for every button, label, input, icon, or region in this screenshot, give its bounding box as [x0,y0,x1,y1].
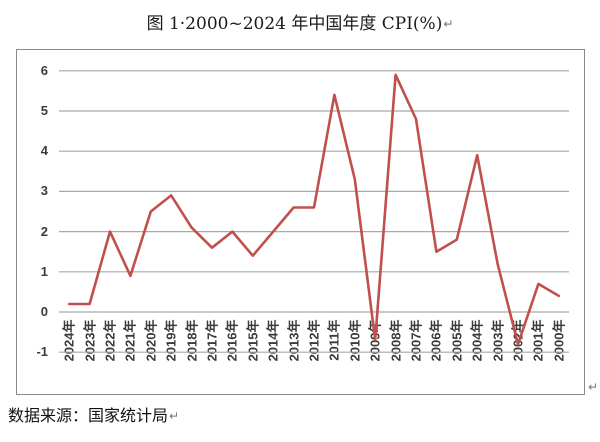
y-tick-label: 4 [40,143,48,159]
y-tick-label: -1 [36,344,48,360]
y-tick-label: 3 [40,183,48,199]
chart-canvas [59,70,569,353]
y-tick-label: 1 [40,263,48,279]
paragraph-mark-icon: ↵ [443,17,454,31]
source-note: 数据来源：国家统计局↵ [8,402,179,426]
y-tick-label: 0 [40,304,48,319]
y-axis-labels: 6 5 4 3 2 1 0 -1 [17,50,584,394]
chart-title-text: 图 1·2000~2024 年中国年度 CPI(%) [146,14,443,34]
page-title: 图 1·2000~2024 年中国年度 CPI(%)↵ [0,9,600,34]
y-tick-label: 2 [40,223,48,239]
y-tick-label: 6 [40,62,48,78]
chart-frame[interactable]: 6 5 4 3 2 1 0 -1 2024年 2023年 2022年 2021年 2020年 2019年… [16,49,585,395]
source-note-text: 数据来源：国家统计局 [8,406,169,425]
cpi-line [67,73,561,346]
paragraph-mark-icon: ↵ [169,409,180,423]
y-tick-label: 5 [40,103,48,118]
paragraph-mark-icon: ↵ [588,380,599,394]
